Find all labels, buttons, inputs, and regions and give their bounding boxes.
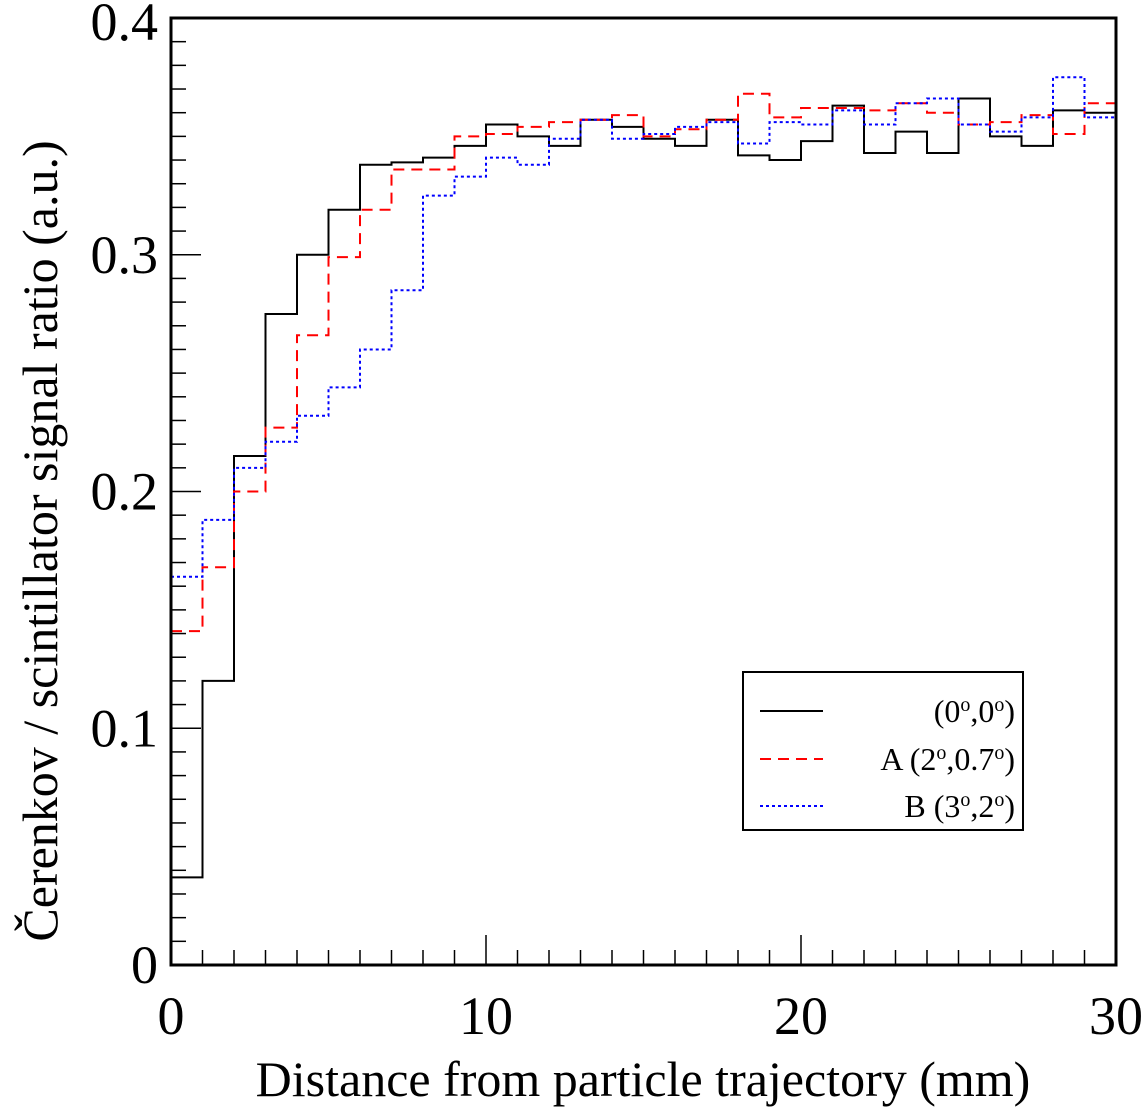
legend-label-part: o: [994, 789, 1004, 811]
legend-label-part: o: [936, 742, 946, 764]
legend-label-part: (3: [934, 788, 961, 824]
legend-label-part: ,0: [970, 693, 994, 729]
legend-label-part: o: [960, 694, 970, 716]
legend-label-part: ): [1004, 788, 1015, 824]
legend-label-part: A: [880, 741, 909, 777]
legend: (0o,0o)A (2o,0.7o)B (3o,2o): [742, 671, 1024, 831]
legend-label-part: ): [1004, 741, 1015, 777]
series-line-2: [171, 76, 1116, 578]
y-tick-label: 0.3: [91, 225, 159, 285]
legend-label-2: B (3o,2o): [904, 788, 1015, 824]
series-line-1: [171, 92, 1116, 633]
x-tick-label: 0: [158, 986, 185, 1046]
legend-label-part: (2: [910, 741, 937, 777]
legend-label-0: (0o,0o): [934, 693, 1015, 729]
y-tick-label: 0.2: [91, 462, 159, 522]
y-tick-label: 0.1: [91, 698, 159, 758]
legend-label-part: (0: [934, 693, 961, 729]
x-tick-label: 20: [774, 986, 828, 1046]
legend-box: [742, 671, 1024, 831]
legend-label-part: ,2: [970, 788, 994, 824]
legend-label-1: A (2o,0.7o): [880, 741, 1015, 777]
tick-labels: 0 10 20 30 0 0.1 0.2 0.3 0.4: [91, 0, 1144, 1046]
y-axis-title: Čerenkov / scintillator signal ratio (a.…: [12, 140, 68, 941]
series-line-0: [171, 97, 1116, 879]
legend-label-part: B: [904, 788, 933, 824]
y-tick-label: 0: [131, 935, 158, 995]
x-tick-label: 30: [1089, 986, 1143, 1046]
ticks-layer: [170, 17, 1117, 966]
legend-label-part: ): [1004, 693, 1015, 729]
legend-label-part: ,0.7: [946, 741, 994, 777]
x-tick-label: 10: [459, 986, 513, 1046]
legend-label-part: o: [994, 694, 1004, 716]
legend-label-part: o: [960, 789, 970, 811]
legend-label-part: o: [994, 742, 1004, 764]
y-tick-label: 0.4: [91, 0, 159, 52]
series-layer: [171, 76, 1116, 879]
x-axis-title: Distance from particle trajectory (mm): [256, 1051, 1031, 1107]
